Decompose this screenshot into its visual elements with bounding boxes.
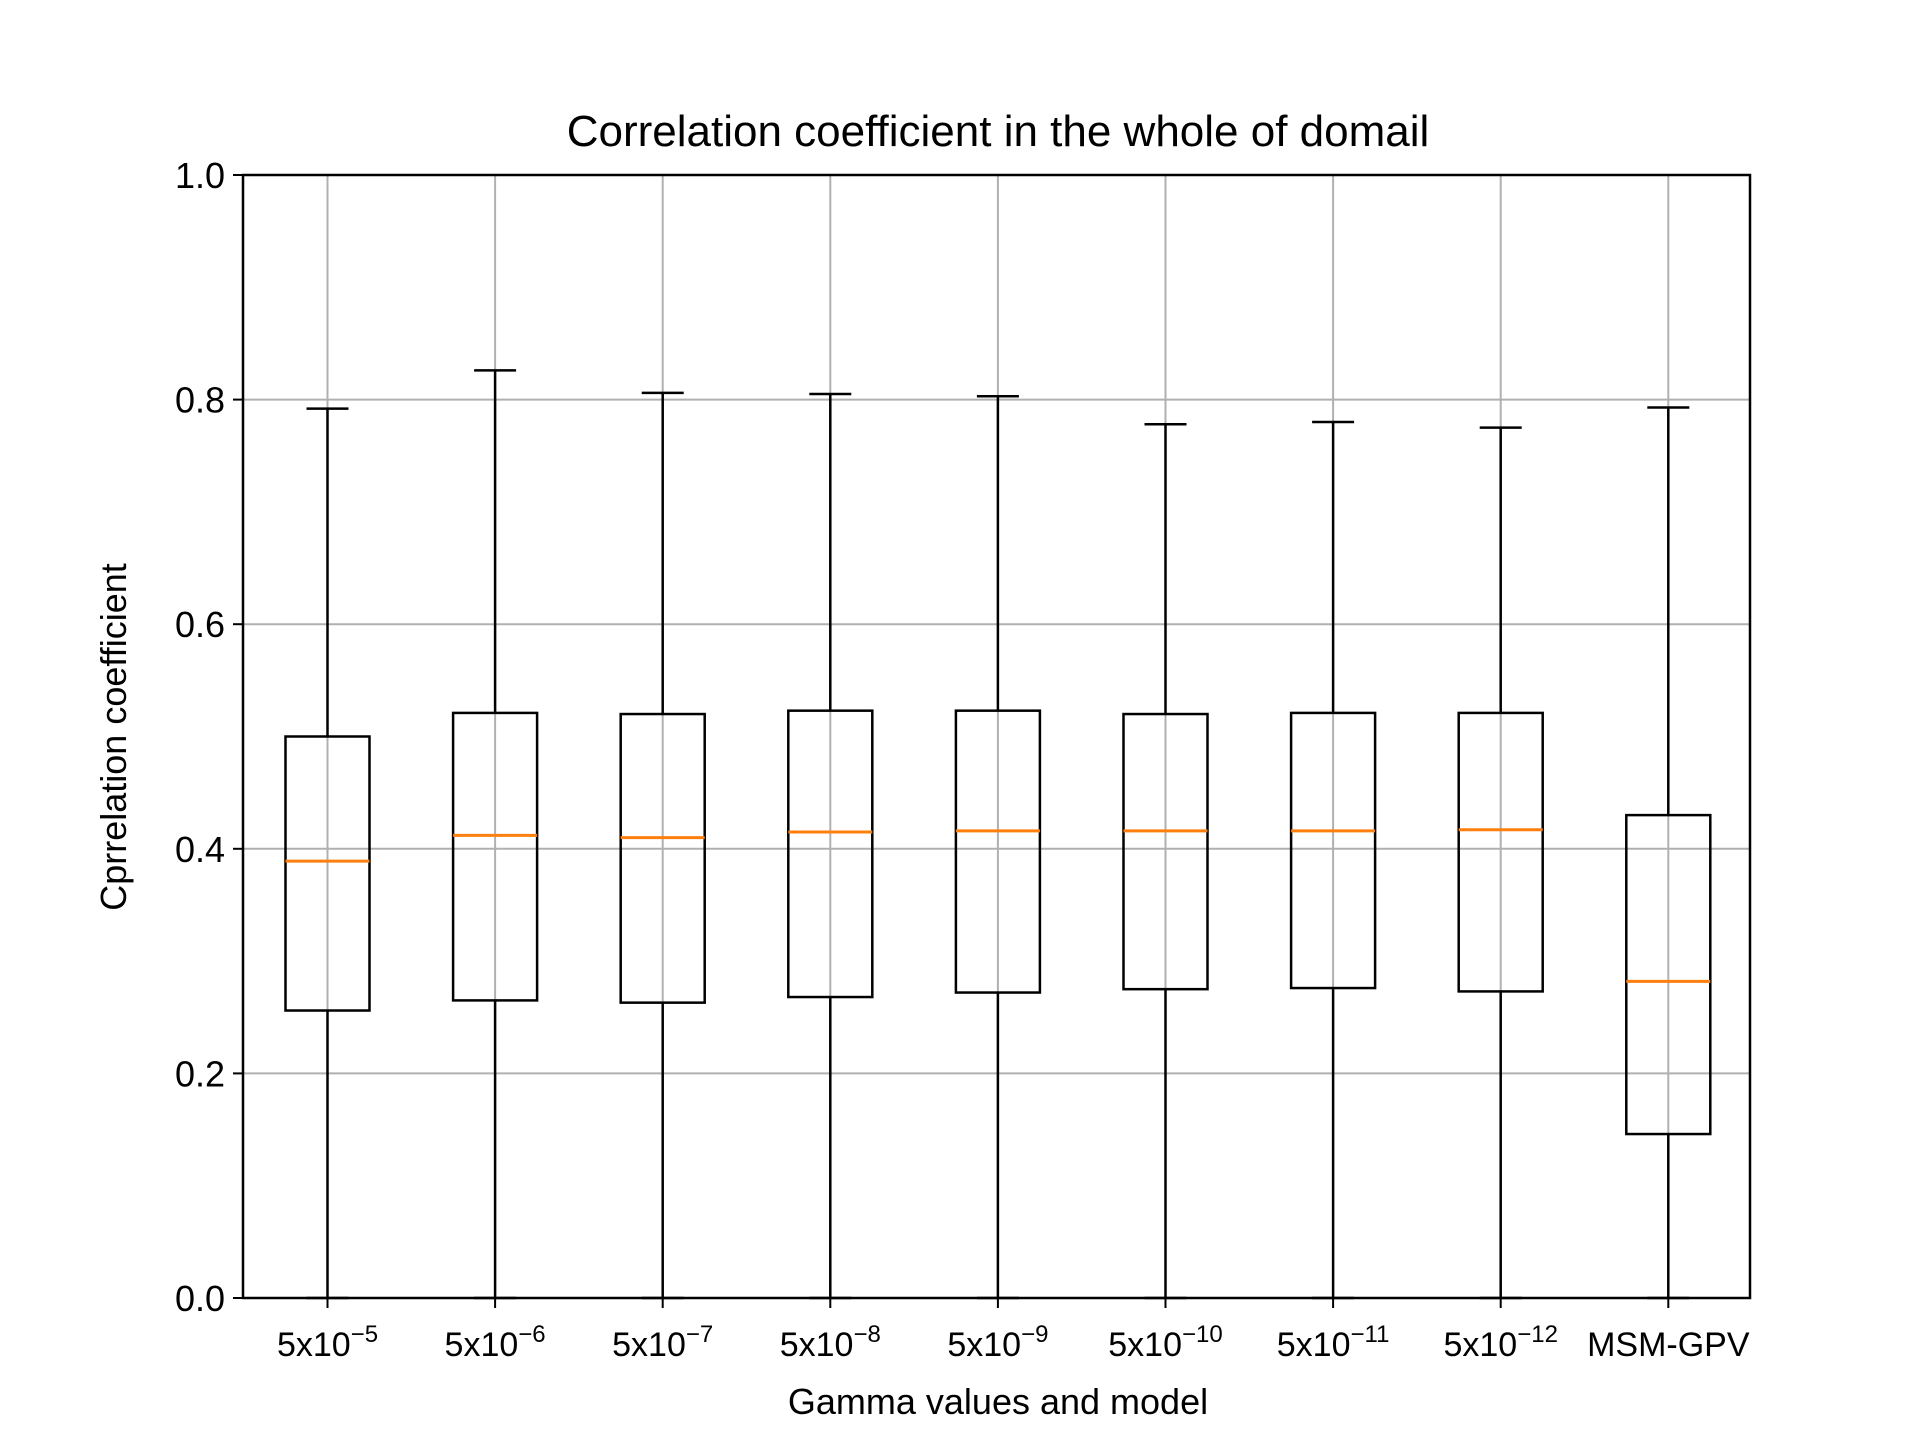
- x-axis-label: Gamma values and model: [788, 1381, 1208, 1422]
- x-tick-label: MSM-GPV: [1587, 1326, 1750, 1364]
- x-tick-label-base: 5x10: [947, 1326, 1021, 1364]
- x-tick-label-exponent: −10: [1182, 1321, 1223, 1348]
- x-tick-label-base: MSM-GPV: [1587, 1326, 1750, 1364]
- x-tick-label-exponent: −9: [1021, 1321, 1048, 1348]
- x-tick-label: 5x10−10: [1108, 1321, 1222, 1364]
- y-tick-label: 0.8: [175, 380, 225, 421]
- x-tick-label: 5x10−9: [947, 1321, 1048, 1364]
- box-iqr: [1289, 711, 1377, 990]
- y-tick-label: 0.6: [175, 604, 225, 645]
- x-tick-label: 5x10−8: [780, 1321, 881, 1364]
- y-tick-label: 0.4: [175, 829, 225, 870]
- box-iqr: [954, 709, 1042, 994]
- x-tick-label-exponent: −7: [686, 1321, 713, 1348]
- x-tick-label: 5x10−5: [277, 1321, 378, 1364]
- x-tick-label: 5x10−6: [445, 1321, 546, 1364]
- x-tick-label: 5x10−12: [1443, 1321, 1557, 1364]
- x-axis: 5x10−5 5x10−6 5x10−7 5x10−8 5x10−9 5x10−10 5x1…: [277, 1298, 1750, 1364]
- x-tick-label-base: 5x10: [780, 1326, 854, 1364]
- box-iqr: [787, 709, 874, 999]
- box-iqr: [619, 712, 706, 1004]
- x-tick-label: 5x10−11: [1277, 1321, 1390, 1364]
- axes-frame: [241, 173, 1752, 1300]
- box-iqr: [451, 711, 539, 1002]
- x-tick-label-exponent: −11: [1350, 1321, 1389, 1348]
- x-tick-label-base: 5x10: [445, 1326, 519, 1364]
- y-tick-label: 1.0: [175, 155, 225, 196]
- x-tick-label-exponent: −5: [351, 1321, 378, 1348]
- box-group: [619, 391, 706, 1300]
- box-iqr: [1625, 813, 1712, 1136]
- x-tick-label: 5x10−7: [612, 1321, 713, 1364]
- x-tick-label-exponent: −6: [518, 1321, 545, 1348]
- x-tick-label-base: 5x10: [1277, 1326, 1351, 1364]
- x-tick-label-exponent: −8: [853, 1321, 880, 1348]
- x-tick-label-exponent: −12: [1517, 1321, 1558, 1348]
- x-tick-label-base: 5x10: [1108, 1326, 1182, 1364]
- y-tick-label: 0.2: [175, 1053, 225, 1094]
- plot-area: [284, 369, 1712, 1300]
- y-axis: 0.0 0.2 0.4 0.6 0.8 1.0: [175, 155, 243, 1319]
- box-group: [1457, 426, 1544, 1300]
- chart-title: Correlation coefficient in the whole of …: [567, 107, 1430, 156]
- y-tick-label: 0.0: [175, 1278, 225, 1319]
- box-group: [954, 394, 1042, 1300]
- box-iqr: [284, 735, 371, 1012]
- x-tick-label-base: 5x10: [1443, 1326, 1517, 1364]
- y-axis-label: Cprrelation coefficient: [93, 563, 134, 911]
- box-iqr: [1457, 711, 1544, 993]
- x-tick-label-base: 5x10: [277, 1326, 351, 1364]
- box-group: [1625, 406, 1712, 1300]
- x-tick-label-base: 5x10: [612, 1326, 686, 1364]
- box-iqr: [1122, 712, 1209, 991]
